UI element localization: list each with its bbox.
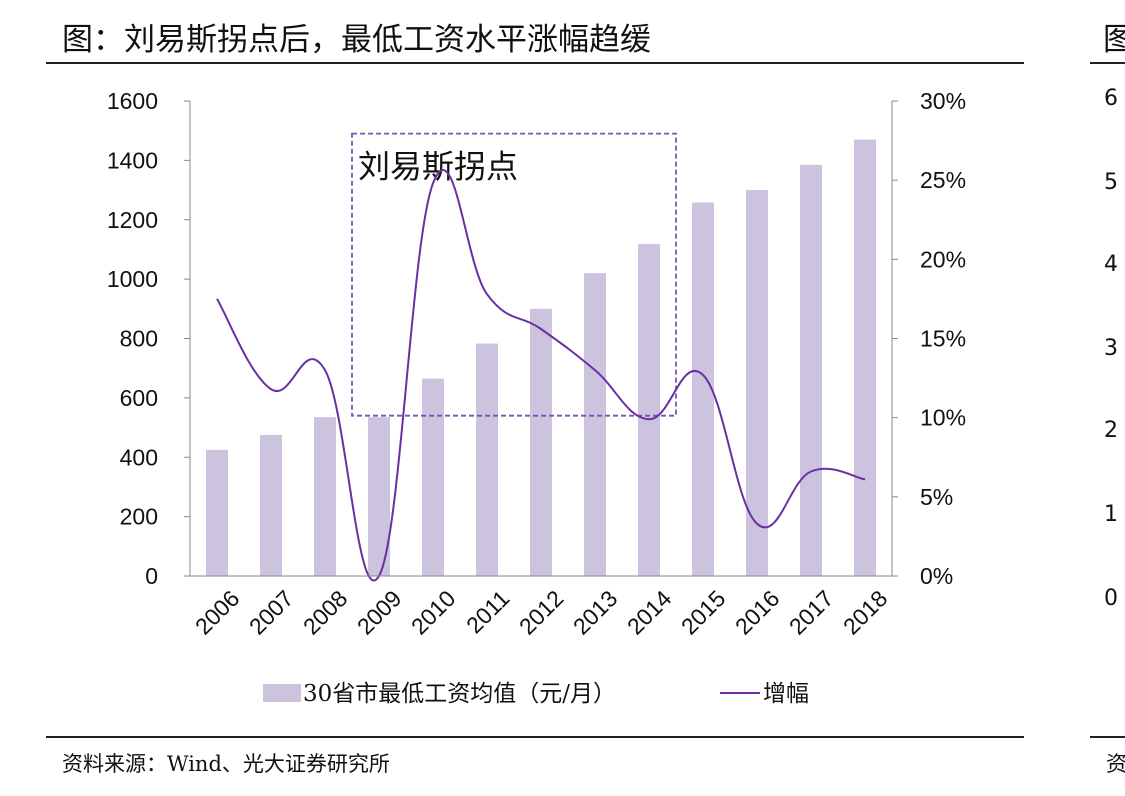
bar-2009 — [368, 417, 390, 576]
bar-2018 — [854, 139, 876, 576]
xtick-label: 2014 — [622, 585, 677, 640]
right-panel-ytick: 4 — [1104, 252, 1118, 277]
source-rule — [46, 736, 1024, 738]
xtick-label: 2008 — [298, 585, 353, 640]
ytick-right-label: 10% — [920, 405, 966, 431]
legend: 30省市最低工资均值（元/月） 增幅 — [263, 681, 809, 707]
title-rule — [46, 62, 1024, 64]
chart-title: 图：刘易斯拐点后，最低工资水平涨幅趋缓 — [62, 22, 651, 58]
ytick-left-label: 1000 — [107, 266, 158, 292]
bar-2007 — [260, 434, 282, 576]
xtick-label: 2016 — [730, 585, 785, 640]
bar-2015 — [692, 202, 714, 576]
xtick-label: 2011 — [461, 585, 514, 638]
ytick-left-label: 1200 — [107, 207, 158, 233]
bar-2011 — [476, 343, 498, 576]
ytick-left-label: 200 — [120, 504, 158, 530]
right-panel-ytick: 0 — [1104, 586, 1118, 611]
source-note: 资料来源：Wind、光大证券研究所 — [62, 752, 390, 776]
ytick-right-label: 30% — [920, 88, 966, 114]
ytick-right-label: 20% — [920, 246, 966, 272]
bar-2010 — [422, 378, 444, 576]
ytick-left-label: 1400 — [107, 147, 158, 173]
annotation-layer: 刘易斯拐点 — [351, 132, 677, 417]
xtick-label: 2010 — [406, 585, 461, 640]
bar-2012 — [530, 308, 552, 576]
legend-label-bar: 30省市最低工资均值（元/月） — [303, 681, 616, 707]
right-panel-title-rule — [1090, 62, 1125, 64]
bar-2014 — [638, 244, 660, 576]
bar-2017 — [800, 164, 822, 576]
legend-swatch-bar — [263, 684, 301, 702]
bar-2013 — [584, 273, 606, 576]
right-panel-ytick: 3 — [1104, 336, 1118, 361]
xtick-label: 2013 — [568, 585, 623, 640]
xtick-label: 2012 — [514, 585, 569, 640]
right-panel-ytick: 1 — [1104, 502, 1118, 527]
xtick-label: 2007 — [244, 585, 299, 640]
right-panel-ytick: 2 — [1104, 418, 1118, 443]
ytick-right-label: 5% — [920, 484, 953, 510]
xtick-label: 2018 — [838, 585, 893, 640]
ytick-left-label: 400 — [120, 444, 158, 470]
annotation-label: 刘易斯拐点 — [358, 149, 518, 185]
ytick-right-label: 0% — [920, 563, 953, 589]
bar-series — [206, 139, 876, 576]
xtick-label: 2006 — [190, 585, 245, 640]
right-panel-source-rule — [1090, 736, 1125, 738]
right-panel-ytick: 5 — [1104, 170, 1118, 195]
xtick-label: 2015 — [676, 585, 731, 640]
ytick-left-label: 0 — [145, 563, 158, 589]
bar-2016 — [746, 190, 768, 576]
xtick-label: 2009 — [352, 585, 407, 640]
ytick-right-label: 15% — [920, 326, 966, 352]
annotation-box — [351, 132, 677, 417]
xtick-label: 2017 — [784, 585, 839, 640]
ytick-left-label: 600 — [120, 385, 158, 411]
right-panel-source-fragment: 资 — [1106, 752, 1125, 776]
right-panel-ytick: 6 — [1104, 86, 1118, 111]
ytick-right-label: 25% — [920, 167, 966, 193]
ytick-left-label: 1600 — [107, 88, 158, 114]
line-增幅 — [216, 169, 866, 582]
ytick-left-label: 800 — [120, 326, 158, 352]
right-panel-title-fragment: 图 — [1103, 22, 1125, 58]
bar-2008 — [314, 417, 336, 576]
bar-2006 — [206, 449, 228, 576]
legend-label-line: 增幅 — [763, 681, 809, 707]
line-series — [216, 169, 866, 582]
